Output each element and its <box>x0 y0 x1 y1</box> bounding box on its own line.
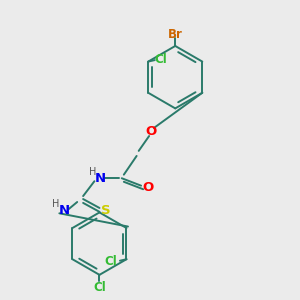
Text: S: S <box>101 203 111 217</box>
Text: Cl: Cl <box>105 255 117 268</box>
Text: O: O <box>142 181 153 194</box>
Text: N: N <box>95 172 106 185</box>
Text: O: O <box>146 125 157 138</box>
Text: Cl: Cl <box>154 53 167 66</box>
Text: H: H <box>52 200 59 209</box>
Text: N: N <box>59 204 70 218</box>
Text: H: H <box>89 167 96 177</box>
Text: Cl: Cl <box>93 281 106 294</box>
Text: Br: Br <box>168 28 183 41</box>
